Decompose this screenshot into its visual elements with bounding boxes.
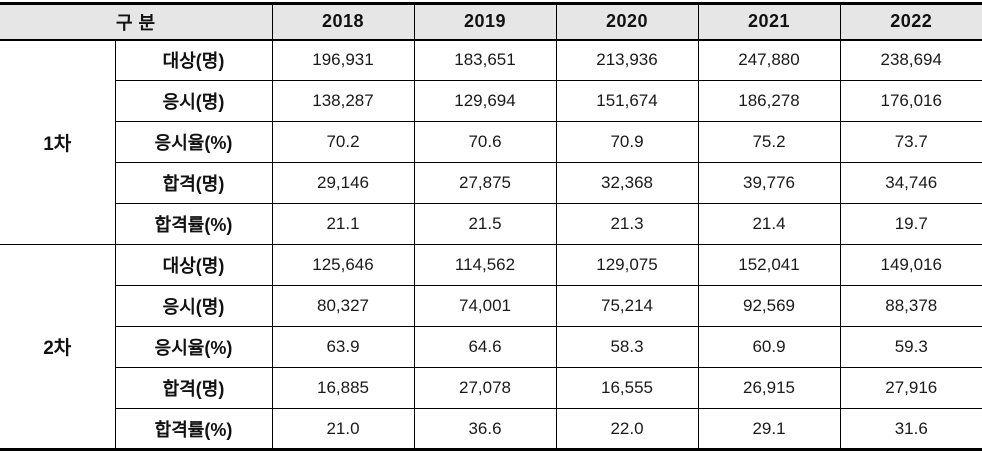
cell-value: 21.0 bbox=[271, 408, 415, 450]
cell-value: 247,880 bbox=[697, 39, 841, 81]
cell-value: 149,016 bbox=[839, 244, 982, 286]
cell-value: 39,776 bbox=[697, 162, 841, 204]
row-label: 응시(명) bbox=[115, 285, 273, 327]
cell-value: 21.1 bbox=[271, 203, 415, 245]
cell-value: 31.6 bbox=[839, 408, 982, 450]
cell-value: 125,646 bbox=[271, 244, 415, 286]
cell-value: 63.9 bbox=[271, 326, 415, 368]
table-row: 응시율(%) 70.2 70.6 70.9 75.2 73.7 bbox=[0, 121, 982, 163]
cell-value: 21.5 bbox=[413, 203, 557, 245]
row-label: 응시율(%) bbox=[115, 326, 273, 368]
section-label-round2: 2차 bbox=[0, 244, 116, 450]
cell-value: 16,885 bbox=[271, 367, 415, 409]
cell-value: 75,214 bbox=[555, 285, 699, 327]
cell-value: 27,916 bbox=[839, 367, 982, 409]
cell-value: 27,875 bbox=[413, 162, 557, 204]
cell-value: 64.6 bbox=[413, 326, 557, 368]
table-header-row: 구 분 2018 2019 2020 2021 2022 bbox=[0, 3, 982, 41]
cell-value: 80,327 bbox=[271, 285, 415, 327]
cell-value: 21.4 bbox=[697, 203, 841, 245]
cell-value: 213,936 bbox=[555, 39, 699, 81]
cell-value: 29,146 bbox=[271, 162, 415, 204]
table-row: 2차 대상(명) 125,646 114,562 129,075 152,041… bbox=[0, 244, 982, 450]
cell-value: 114,562 bbox=[413, 244, 557, 286]
cell-value: 129,694 bbox=[413, 80, 557, 122]
column-header-year-2021: 2021 bbox=[697, 3, 841, 41]
cell-value: 34,746 bbox=[839, 162, 982, 204]
column-header-year-2018: 2018 bbox=[271, 3, 415, 41]
table-row: 합격률(%) 21.1 21.5 21.3 21.4 19.7 bbox=[0, 203, 982, 245]
cell-value: 36.6 bbox=[413, 408, 557, 450]
cell-value: 16,555 bbox=[555, 367, 699, 409]
cell-value: 92,569 bbox=[697, 285, 841, 327]
cell-value: 196,931 bbox=[271, 39, 415, 81]
cell-value: 138,287 bbox=[271, 80, 415, 122]
cell-value: 176,016 bbox=[839, 80, 982, 122]
cell-value: 129,075 bbox=[555, 244, 699, 286]
cell-value: 151,674 bbox=[555, 80, 699, 122]
cell-value: 183,651 bbox=[413, 39, 557, 81]
cell-value: 22.0 bbox=[555, 408, 699, 450]
row-label: 합격률(%) bbox=[115, 408, 273, 450]
column-header-category: 구 분 bbox=[0, 3, 273, 41]
cell-value: 70.6 bbox=[413, 121, 557, 163]
cell-value: 60.9 bbox=[697, 326, 841, 368]
cell-value: 59.3 bbox=[839, 326, 982, 368]
table-row: 합격(명) 29,146 27,875 32,368 39,776 34,746 bbox=[0, 162, 982, 204]
row-label: 대상(명) bbox=[114, 244, 273, 286]
table-row: 1차 대상(명) 196,931 183,651 213,936 247,880… bbox=[0, 39, 982, 245]
row-label: 응시율(%) bbox=[115, 121, 273, 163]
cell-value: 58.3 bbox=[555, 326, 699, 368]
cell-value: 152,041 bbox=[697, 244, 841, 286]
table-row: 합격률(%) 21.0 36.6 22.0 29.1 31.6 bbox=[0, 408, 982, 450]
cell-value: 27,078 bbox=[413, 367, 557, 409]
row-label: 합격(명) bbox=[115, 367, 273, 409]
cell-value: 21.3 bbox=[555, 203, 699, 245]
cell-value: 88,378 bbox=[839, 285, 982, 327]
cell-value: 32,368 bbox=[555, 162, 699, 204]
cell-value: 238,694 bbox=[839, 39, 982, 81]
cell-value: 26,915 bbox=[697, 367, 841, 409]
cell-value: 186,278 bbox=[697, 80, 841, 122]
table-row: 합격(명) 16,885 27,078 16,555 26,915 27,916 bbox=[0, 367, 982, 409]
row-label: 합격률(%) bbox=[115, 203, 273, 245]
cell-value: 74,001 bbox=[413, 285, 557, 327]
cell-value: 70.9 bbox=[555, 121, 699, 163]
column-header-year-2022: 2022 bbox=[839, 3, 982, 41]
row-label: 합격(명) bbox=[115, 162, 273, 204]
row-label: 대상(명) bbox=[114, 39, 273, 81]
cell-value: 19.7 bbox=[839, 203, 982, 245]
table-row: 응시(명) 138,287 129,694 151,674 186,278 17… bbox=[0, 80, 982, 122]
cell-value: 75.2 bbox=[697, 121, 841, 163]
cell-value: 29.1 bbox=[697, 408, 841, 450]
section-label-round1: 1차 bbox=[0, 39, 116, 245]
cell-value: 70.2 bbox=[271, 121, 415, 163]
row-label: 응시(명) bbox=[115, 80, 273, 122]
table-row: 응시율(%) 63.9 64.6 58.3 60.9 59.3 bbox=[0, 326, 982, 368]
cell-value: 73.7 bbox=[839, 121, 982, 163]
column-header-year-2019: 2019 bbox=[413, 3, 557, 41]
column-header-year-2020: 2020 bbox=[555, 3, 699, 41]
table-row: 응시(명) 80,327 74,001 75,214 92,569 88,378 bbox=[0, 285, 982, 327]
